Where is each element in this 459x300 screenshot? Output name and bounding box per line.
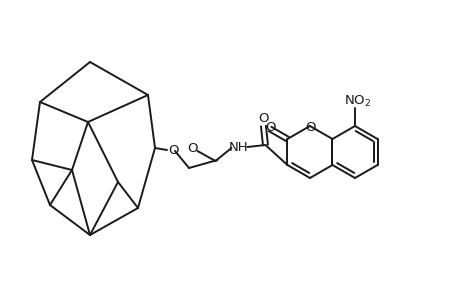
Text: O: O: [257, 112, 268, 124]
Text: O: O: [264, 121, 275, 134]
Text: O: O: [305, 121, 315, 134]
Text: NH: NH: [228, 140, 248, 154]
Text: O: O: [187, 142, 197, 154]
Text: O: O: [168, 143, 179, 157]
Text: NO$_2$: NO$_2$: [344, 94, 371, 109]
